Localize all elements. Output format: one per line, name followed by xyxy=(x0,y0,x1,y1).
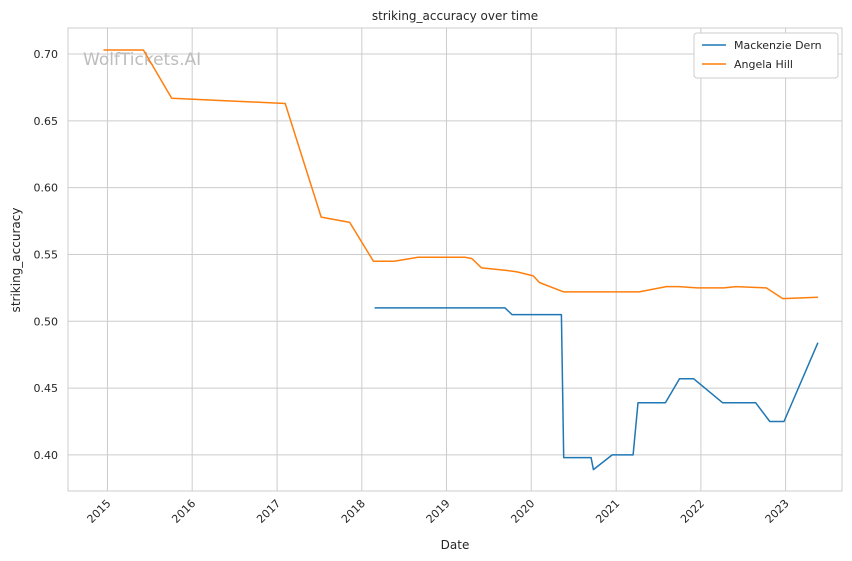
legend-box xyxy=(693,32,839,79)
y-tick-label: 0.40 xyxy=(34,449,59,462)
x-axis-title: Date xyxy=(441,538,470,552)
y-tick-label: 0.70 xyxy=(34,48,59,61)
chart-title: striking_accuracy over time xyxy=(372,9,538,23)
grid xyxy=(68,28,842,491)
legend-label-mackenzie-dern: Mackenzie Dern xyxy=(734,39,822,52)
y-tick-labels: 0.40 0.45 0.50 0.55 0.60 0.65 0.70 xyxy=(34,48,59,462)
watermark-text: WolfTickets.AI xyxy=(83,50,201,70)
series-lines xyxy=(103,49,819,471)
legend: Mackenzie Dern Angela Hill xyxy=(693,32,839,79)
plot-frame xyxy=(67,27,843,492)
y-tick-label: 0.65 xyxy=(34,115,59,128)
y-tick-label: 0.50 xyxy=(34,315,59,328)
series-line-angela-hill xyxy=(103,49,818,300)
y-tick-label: 0.60 xyxy=(34,182,59,195)
y-tick-label: 0.45 xyxy=(34,382,59,395)
y-tick-label: 0.55 xyxy=(34,248,59,261)
series-line-mackenzie-dern xyxy=(374,307,819,471)
legend-label-angela-hill: Angela Hill xyxy=(734,58,793,71)
y-axis-title: striking_accuracy xyxy=(9,208,23,313)
